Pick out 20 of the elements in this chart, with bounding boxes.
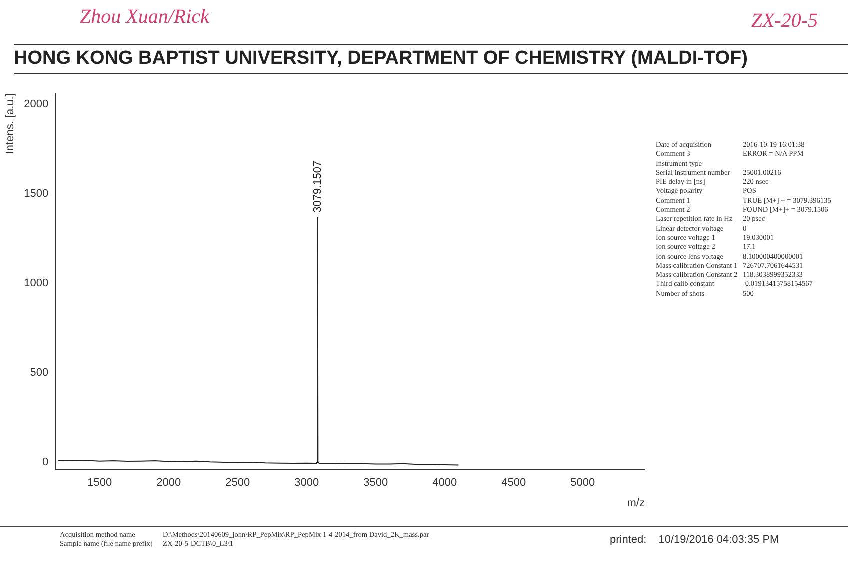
x-tick-label: 2000 <box>156 477 182 490</box>
x-tick-label: 3000 <box>294 477 320 490</box>
x-tick-label: 2500 <box>226 477 250 490</box>
x-axis-title: m/z <box>627 497 645 510</box>
y-tick-label: 500 <box>30 366 49 379</box>
x-tick-label: 3500 <box>364 477 388 490</box>
chart-title: HONG KONG BAPTIST UNIVERSITY, DEPARTMENT OF CHEMISTRY (MALDI-TOF) <box>14 44 848 74</box>
y-tick-label: 1500 <box>24 188 49 200</box>
y-axis-title: Intens. [a.u.] <box>4 94 17 154</box>
text: printed: 10/19/2016 04:03:35 PM <box>610 534 780 546</box>
x-tick-label: 4500 <box>502 477 526 490</box>
x-tick-label: 1500 <box>88 477 112 490</box>
y-tick-label: 1000 <box>24 277 49 290</box>
text: Zhou Xuan/Rick <box>80 6 210 29</box>
annotation: 3079.1507 <box>312 160 324 213</box>
x-tick-label: 4000 <box>432 477 458 490</box>
text: ZX-20-5 <box>751 10 818 33</box>
y-tick-label: 2000 <box>24 98 49 110</box>
y-tick-label: 0 <box>42 456 49 468</box>
x-tick-label: 5000 <box>570 477 596 490</box>
